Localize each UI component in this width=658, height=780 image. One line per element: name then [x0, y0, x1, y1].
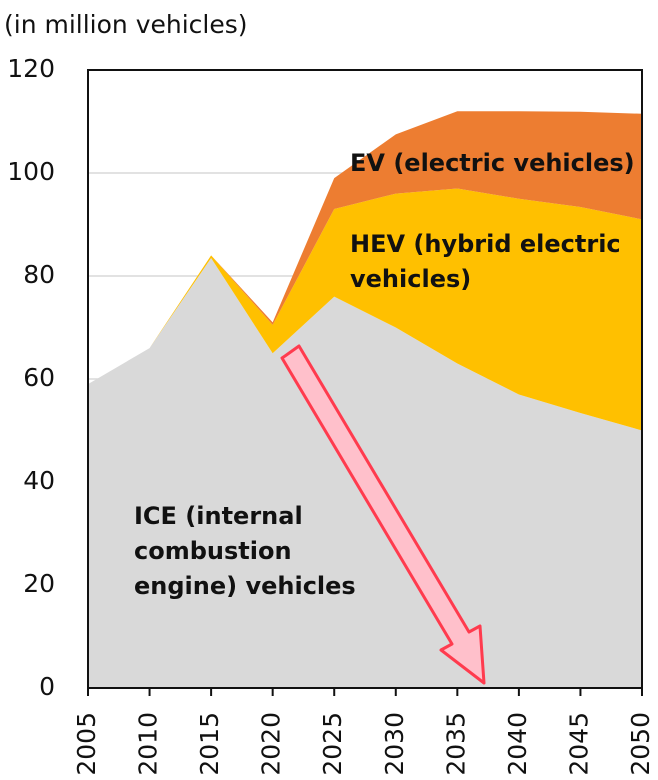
annotation: HEV (hybrid electric [350, 230, 621, 258]
y-tick-label: 40 [23, 466, 55, 495]
x-tick-label: 2020 [257, 712, 286, 776]
annotation: EV (electric vehicles) [350, 149, 635, 177]
x-tick-label: 2010 [134, 712, 163, 776]
plot-frame [87, 69, 643, 689]
annotation: combustion [134, 537, 292, 565]
annotation: ICE (internal [134, 502, 303, 530]
x-tick-label: 2005 [72, 712, 101, 776]
chart-title: (in million vehicles) [4, 10, 248, 39]
x-tick-label: 2040 [503, 712, 532, 776]
area [88, 111, 642, 385]
annotation: engine) vehicles [134, 572, 356, 600]
area [88, 188, 642, 431]
y-tick-label: 20 [23, 569, 55, 598]
x-tick-label: 2025 [318, 712, 347, 776]
decline-arrow [280, 344, 486, 685]
y-tick-label: 80 [23, 260, 55, 289]
x-tick-label: 2030 [380, 712, 409, 776]
annotation: vehicles) [350, 265, 471, 293]
x-tick-label: 2015 [195, 712, 224, 776]
y-tick-label: 60 [23, 363, 55, 392]
y-tick-label: 100 [7, 157, 55, 186]
x-tick-label: 2045 [564, 712, 593, 776]
y-tick-label: 0 [39, 672, 55, 701]
x-tick-label: 2035 [441, 712, 470, 776]
y-tick-label: 120 [7, 54, 55, 83]
x-tick-label: 2050 [626, 712, 655, 776]
